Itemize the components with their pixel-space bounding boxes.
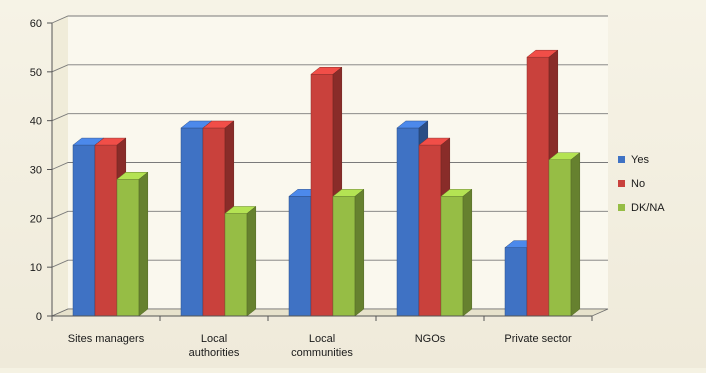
- legend-swatch: [618, 156, 625, 163]
- gridline: [51, 113, 608, 122]
- bar-dk-na-1: [224, 205, 257, 317]
- bar-dk-na-0: [116, 171, 149, 317]
- y-tick-label: 10: [30, 262, 42, 274]
- legend-swatch: [618, 204, 625, 211]
- legend-label: DK/NA: [631, 202, 665, 214]
- legend-entry-dk-na: DK/NA: [618, 202, 665, 214]
- x-tick-label: NGOs: [415, 333, 446, 345]
- y-tick-label: 50: [30, 67, 42, 79]
- y-tick-label: 20: [30, 213, 42, 225]
- x-tick-label: Local authorities: [189, 333, 240, 359]
- legend-label: Yes: [631, 154, 649, 166]
- y-tick-label: 0: [36, 311, 42, 323]
- legend: Yes No DK/NA: [618, 154, 665, 214]
- bar-dk-na-4: [548, 152, 581, 317]
- bars: [72, 49, 581, 317]
- x-tick-label: Local communities: [291, 333, 353, 359]
- y-tick-label: 40: [30, 116, 42, 128]
- x-tick-label: Sites managers: [68, 333, 145, 345]
- y-tick-label: 30: [30, 165, 42, 177]
- legend-entry-no: No: [618, 178, 645, 190]
- legend-label: No: [631, 178, 645, 190]
- gridline: [51, 64, 608, 73]
- legend-swatch: [618, 180, 625, 187]
- legend-entry-yes: Yes: [618, 154, 649, 166]
- gridline: [51, 15, 608, 24]
- x-tick-label: Private sector: [504, 333, 572, 345]
- y-tick-label: 60: [30, 18, 42, 30]
- bar-dk-na-3: [440, 188, 473, 317]
- y-axis: 0 10 20 30 40 50 60: [30, 18, 53, 323]
- bar-dk-na-2: [332, 188, 365, 317]
- x-axis: Sites managers Local authorities Local commu…: [51, 315, 593, 359]
